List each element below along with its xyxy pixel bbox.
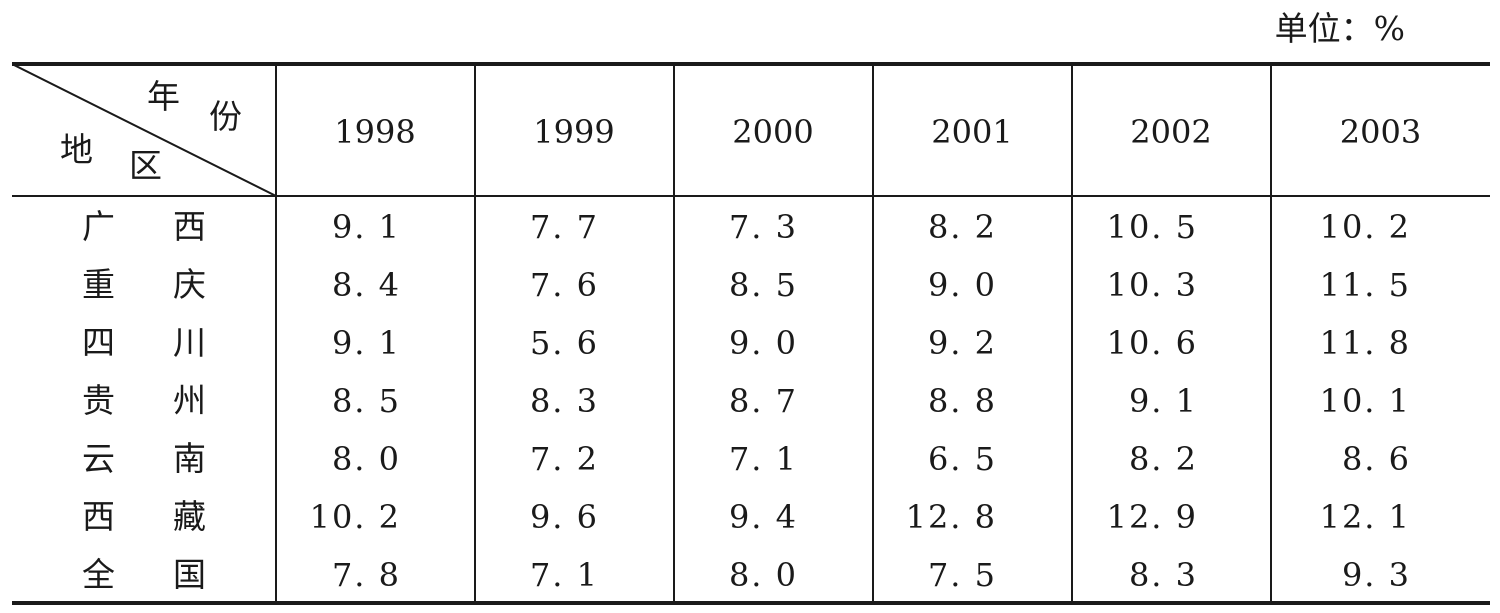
- table-cell: 12. 8: [905, 498, 997, 536]
- year-header: 2002: [1130, 113, 1212, 151]
- data-table: 年 份 地 区 1998 1999 2000 2001 2002 2003 广 …: [12, 62, 1490, 606]
- table-row: 四 川 9. 1 5. 6 9. 0 9. 2 10. 6 11. 8: [12, 314, 1490, 372]
- table-cell: 8. 2: [927, 208, 997, 246]
- table-cell: 7. 1: [529, 556, 599, 594]
- corner-year-char: 份: [209, 97, 242, 136]
- table-cell: 10. 2: [1319, 208, 1411, 246]
- year-header: 2000: [732, 113, 814, 151]
- table-cell: 11. 8: [1319, 324, 1411, 362]
- table-cell: 9. 4: [728, 498, 798, 536]
- table-cell: 7. 2: [529, 440, 599, 478]
- table-cell: 9. 0: [927, 266, 997, 304]
- year-header: 2003: [1339, 113, 1422, 151]
- table-cell: 8. 6: [1341, 440, 1411, 478]
- column-divider: [1071, 64, 1073, 604]
- year-header: 2001: [931, 113, 1013, 151]
- table-row: 云 南 8. 0 7. 2 7. 1 6. 5 8. 2 8. 6: [12, 430, 1490, 488]
- table-cell: 8. 0: [728, 556, 798, 594]
- column-divider: [1270, 64, 1272, 604]
- table-cell: 8. 0: [331, 440, 401, 478]
- table-cell: 7. 6: [529, 266, 599, 304]
- table-header-rule: [12, 195, 1490, 197]
- region-label: 全 国: [82, 555, 206, 594]
- table-row: 西 藏 10. 2 9. 6 9. 4 12. 8 12. 9 12. 1: [12, 488, 1490, 546]
- region-label: 四 川: [82, 323, 206, 362]
- table-cell: 7. 1: [728, 440, 798, 478]
- table-cell: 5. 6: [529, 324, 599, 362]
- region-label: 广 西: [82, 207, 206, 246]
- table-row: 全 国 7. 8 7. 1 8. 0 7. 5 8. 3 9. 3: [12, 546, 1490, 604]
- column-divider: [872, 64, 874, 604]
- table-cell: 9. 3: [1341, 556, 1411, 594]
- table-cell: 7. 5: [927, 556, 997, 594]
- table-cell: 9. 1: [1128, 382, 1198, 420]
- region-label: 云 南: [82, 439, 206, 478]
- table-cell: 9. 1: [331, 208, 401, 246]
- column-divider: [275, 64, 277, 604]
- region-label: 重 庆: [82, 265, 206, 304]
- corner-region-char: 区: [129, 146, 162, 185]
- table-cell: 7. 7: [529, 208, 599, 246]
- table-bottom-rule: [12, 601, 1490, 605]
- year-header: 1998: [334, 113, 416, 151]
- table-cell: 12. 1: [1319, 498, 1411, 536]
- table-cell: 8. 4: [331, 266, 401, 304]
- table-cell: 9. 0: [728, 324, 798, 362]
- table-cell: 9. 1: [331, 324, 401, 362]
- table-cell: 12. 9: [1106, 498, 1198, 536]
- column-divider: [474, 64, 476, 604]
- table-cell: 8. 8: [927, 382, 997, 420]
- column-divider: [673, 64, 675, 604]
- corner-year-char: 年: [147, 77, 180, 116]
- table-cell: 7. 8: [331, 556, 401, 594]
- table-row: 重 庆 8. 4 7. 6 8. 5 9. 0 10. 3 11. 5: [12, 256, 1490, 314]
- corner-region-char: 地: [60, 130, 93, 169]
- table-row: 贵 州 8. 5 8. 3 8. 7 8. 8 9. 1 10. 1: [12, 372, 1490, 430]
- table-cell: 11. 5: [1319, 266, 1411, 304]
- table-cell: 8. 3: [529, 382, 599, 420]
- table-cell: 8. 2: [1128, 440, 1198, 478]
- table-cell: 10. 1: [1319, 382, 1411, 420]
- unit-label: 单位：%: [1274, 9, 1405, 48]
- table-cell: 8. 3: [1128, 556, 1198, 594]
- table-row: 广 西 9. 1 7. 7 7. 3 8. 2 10. 5 10. 2: [12, 198, 1490, 256]
- table-top-rule: [12, 62, 1490, 66]
- region-label: 西 藏: [82, 497, 206, 536]
- table-cell: 8. 7: [728, 382, 798, 420]
- table-cell: 8. 5: [331, 382, 401, 420]
- table-cell: 10. 3: [1106, 266, 1198, 304]
- table-cell: 10. 2: [309, 498, 401, 536]
- table-cell: 10. 5: [1106, 208, 1198, 246]
- table-cell: 10. 6: [1106, 324, 1198, 362]
- table-cell: 8. 5: [728, 266, 798, 304]
- year-header: 1999: [533, 113, 615, 151]
- table-cell: 9. 2: [927, 324, 997, 362]
- table-cell: 7. 3: [728, 208, 798, 246]
- region-label: 贵 州: [82, 381, 206, 420]
- table-cell: 9. 6: [529, 498, 599, 536]
- header-diagonal-line: [12, 64, 276, 196]
- table-cell: 6. 5: [927, 440, 997, 478]
